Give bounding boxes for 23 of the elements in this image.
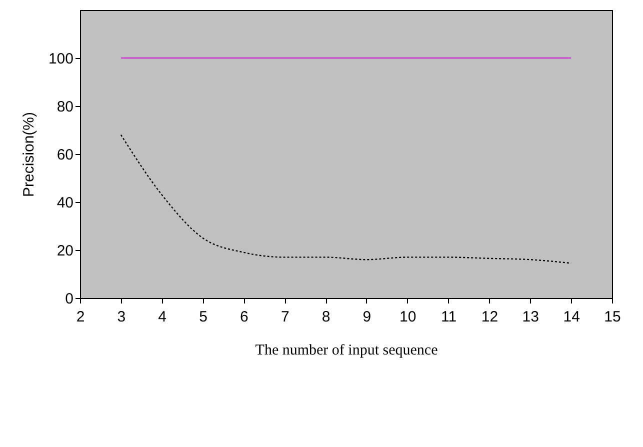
x-tick-label: 12 — [481, 308, 498, 326]
x-tick-label: 4 — [158, 308, 167, 326]
y-tick-label: 0 — [65, 290, 74, 308]
x-tick-label: 7 — [280, 308, 290, 326]
x-tick-label: 6 — [240, 308, 248, 326]
x-tick-label: 9 — [362, 308, 372, 326]
x-tick-label: 8 — [322, 308, 330, 326]
x-axis-title: The number of input sequence — [255, 342, 438, 358]
x-tick-label: 10 — [400, 308, 416, 326]
line-series — [120, 134, 572, 264]
y-tick-label: 40 — [56, 194, 74, 212]
x-tick-label: 5 — [199, 308, 208, 326]
x-tick-label: 2 — [76, 308, 85, 326]
x-tick-label: 14 — [563, 308, 580, 326]
x-tick-label: 15 — [604, 308, 621, 326]
y-tick-label: 60 — [56, 146, 74, 164]
y-tick-label: 80 — [56, 98, 74, 116]
x-tick-label: 13 — [522, 308, 539, 326]
x-tick-label: 3 — [117, 308, 126, 326]
y-tick-label: 20 — [56, 242, 74, 260]
x-tick-label: 11 — [441, 308, 457, 326]
y-axis-title: Precision(%) — [20, 112, 38, 198]
y-tick-label: 100 — [48, 50, 74, 68]
